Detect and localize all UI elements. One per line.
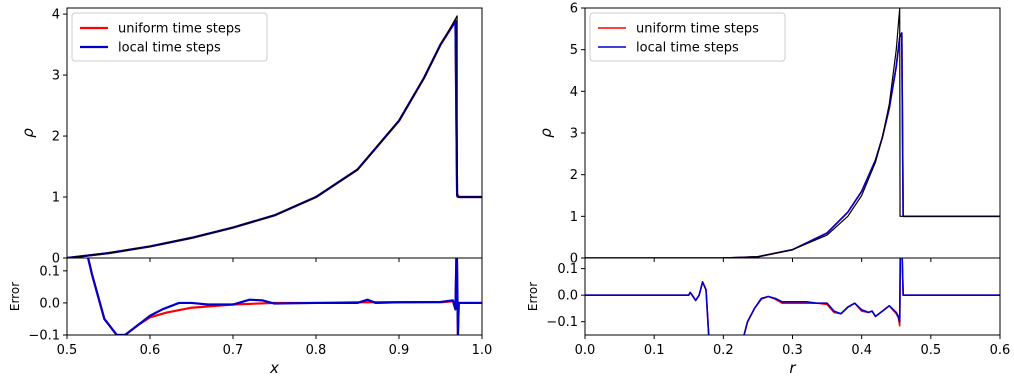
legend-entry-2: local time steps [118, 41, 221, 56]
y-tick-label: 0.0 [39, 296, 60, 311]
y-tick-label: 4 [52, 8, 60, 23]
x-tick-label: 0.5 [920, 343, 941, 358]
plot-area [585, 8, 1000, 258]
axes-frame [584, 257, 1001, 336]
series-line-1 [86, 258, 482, 335]
series-line-2 [86, 258, 482, 335]
legend-box [71, 12, 268, 62]
x-tick-label: 0.6 [140, 343, 161, 358]
y-tick-label: 0 [570, 252, 578, 267]
chart-panel-1: 0 1 2 3 4 ρ uniform time steps local time steps [19, 7, 483, 267]
y-axis-label: Error [526, 282, 540, 311]
legend-entry-1: uniform time steps [636, 22, 759, 37]
chart-panel-3: 0 1 2 3 4 5 6 ρ uniform time steps local time ste… [537, 2, 1001, 267]
x-tick-label: 0.7 [223, 343, 244, 358]
x-tick-label: 0.1 [644, 343, 665, 358]
x-tick-label: 0.5 [57, 343, 78, 358]
y-tick-label: 2 [52, 130, 60, 145]
y-axis-label: ρ [537, 128, 555, 138]
x-tick-label: 0.2 [713, 343, 734, 358]
chart-panel-2: −0.1 0.0 0.1 0.5 0.6 0.7 0.8 0.9 1.0 x Error [8, 257, 493, 377]
y-tick-label: 0.1 [557, 262, 578, 277]
y-tick-label: 0.0 [557, 289, 578, 304]
y-tick-label: 3 [570, 127, 578, 142]
series-line-3 [585, 8, 1000, 258]
x-axis-label: x [269, 359, 279, 377]
y-tick-label: −0.1 [28, 329, 60, 344]
chart-panel-4: −0.1 0.0 0.1 0.0 0.1 0.2 0.3 0.4 0.5 0.6 r Error [526, 257, 1011, 377]
y-tick-label: 1 [52, 191, 60, 206]
series-line-1 [585, 32, 1000, 258]
legend-box [589, 12, 786, 62]
x-axis-label: r [789, 359, 796, 377]
x-tick-label: 0.9 [389, 343, 410, 358]
y-tick-label: 6 [570, 2, 578, 17]
series-line-2 [585, 258, 1000, 335]
plot-area [86, 258, 482, 335]
x-tick-label: 0.8 [306, 343, 327, 358]
plot-area [585, 258, 1000, 335]
x-tick-label: 0.4 [851, 343, 872, 358]
plot-area [67, 15, 482, 258]
y-tick-label: 5 [570, 43, 578, 58]
x-tick-label: 0.6 [990, 343, 1011, 358]
legend: uniform time steps local time steps [589, 12, 786, 62]
y-tick-label: 1 [570, 210, 578, 225]
y-axis-label: ρ [19, 128, 37, 138]
legend-entry-1: uniform time steps [118, 22, 241, 37]
y-tick-label: 2 [570, 168, 578, 183]
x-tick-label: 0.0 [575, 343, 596, 358]
y-tick-label: 0 [52, 252, 60, 267]
series-line-3 [67, 15, 482, 258]
axes-frame [66, 257, 483, 336]
legend-entry-2: local time steps [636, 41, 739, 56]
x-tick-label: 1.0 [472, 343, 493, 358]
legend: uniform time steps local time steps [71, 12, 268, 62]
y-axis-label: Error [8, 282, 22, 311]
series-line-2 [585, 32, 1000, 258]
y-tick-label: 0.1 [39, 264, 60, 279]
y-tick-label: 4 [570, 85, 578, 100]
x-tick-label: 0.3 [782, 343, 803, 358]
y-tick-label: −0.1 [546, 315, 578, 330]
y-tick-label: 3 [52, 69, 60, 84]
